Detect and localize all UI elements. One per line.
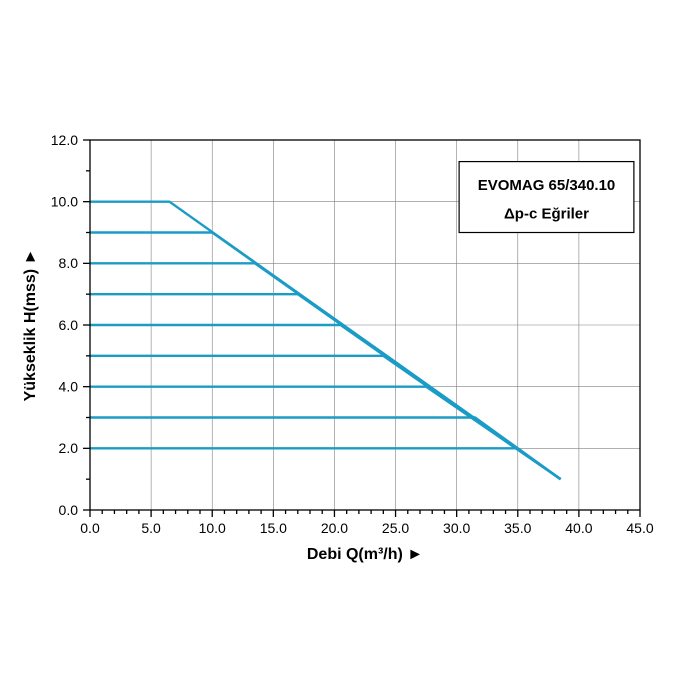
x-tick-label: 15.0 [260, 520, 287, 536]
legend-line1: EVOMAG 65/340.10 [478, 177, 616, 194]
x-tick-label: 30.0 [443, 520, 470, 536]
x-tick-label: 20.0 [321, 520, 348, 536]
x-tick-label: 5.0 [141, 520, 161, 536]
x-tick-label: 40.0 [565, 520, 592, 536]
y-tick-label: 6.0 [59, 317, 79, 333]
y-tick-label: 0.0 [59, 502, 79, 518]
y-tick-label: 12.0 [51, 132, 78, 148]
pump-curve-chart: 0.0 5.0 10.0 15.0 20.0 25.0 30.0 35.0 40.0 45.0 De… [0, 0, 700, 700]
x-axis-label: Debi Q(m³/h) ► [307, 546, 423, 563]
legend: EVOMAG 65/340.10 Δp-c Eğriler [459, 162, 634, 233]
x-tick-label: 45.0 [626, 520, 653, 536]
x-tick-label: 35.0 [504, 520, 531, 536]
x-tick-label: 0.0 [80, 520, 100, 536]
y-tick-label: 2.0 [59, 440, 79, 456]
x-tick-label: 25.0 [382, 520, 409, 536]
x-tick-label: 10.0 [199, 520, 226, 536]
y-tick-label: 8.0 [59, 255, 79, 271]
y-tick-label: 10.0 [51, 194, 78, 210]
y-tick-label: 4.0 [59, 379, 79, 395]
y-axis-label: Yükseklik H(mss) ► [22, 249, 39, 402]
legend-line2: Δp-c Eğriler [504, 205, 589, 222]
chart-svg: 0.0 5.0 10.0 15.0 20.0 25.0 30.0 35.0 40.0 45.0 De… [0, 0, 700, 700]
